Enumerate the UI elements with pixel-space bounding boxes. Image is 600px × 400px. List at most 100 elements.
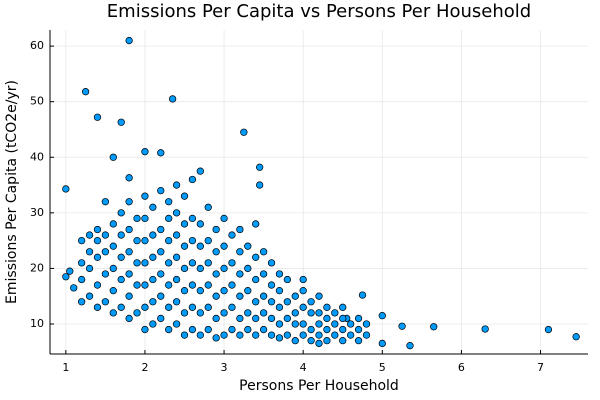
point	[117, 231, 125, 239]
point	[188, 303, 197, 311]
point	[236, 314, 244, 323]
point	[275, 270, 284, 278]
point	[188, 236, 197, 245]
point	[256, 163, 264, 171]
point	[188, 259, 197, 267]
point	[172, 253, 181, 261]
point	[307, 298, 315, 306]
point	[339, 325, 347, 334]
point	[93, 303, 102, 311]
point	[339, 314, 347, 323]
point	[354, 337, 363, 345]
point	[291, 292, 299, 300]
point	[196, 286, 204, 295]
point	[259, 309, 268, 317]
point	[141, 303, 149, 311]
point	[109, 264, 117, 273]
point	[157, 248, 165, 256]
point	[244, 309, 252, 317]
point	[101, 270, 110, 278]
point	[283, 275, 292, 284]
point	[244, 325, 252, 334]
point	[212, 334, 220, 342]
point	[172, 298, 181, 306]
point	[212, 292, 220, 300]
point	[299, 331, 307, 339]
point	[109, 242, 117, 250]
point	[204, 303, 212, 311]
point	[331, 331, 339, 339]
x-tick-label: 5	[379, 361, 386, 374]
point	[291, 309, 299, 317]
point	[244, 242, 252, 250]
point	[220, 214, 228, 223]
point	[315, 292, 323, 300]
point	[212, 248, 220, 256]
point	[157, 186, 165, 195]
point	[315, 331, 323, 339]
point	[228, 325, 236, 334]
point	[109, 220, 117, 228]
point	[77, 275, 86, 284]
point	[544, 325, 553, 334]
point	[157, 292, 165, 300]
point	[149, 203, 157, 211]
x-tick-label: 4	[300, 361, 307, 374]
point	[62, 185, 70, 193]
point	[346, 331, 355, 339]
point	[323, 303, 331, 311]
point	[165, 281, 173, 289]
y-tick-label: 30	[30, 206, 44, 219]
point	[85, 248, 94, 256]
point	[149, 275, 157, 284]
point	[220, 309, 228, 317]
point	[299, 303, 307, 311]
point	[165, 198, 173, 206]
point	[101, 198, 110, 206]
point	[212, 225, 220, 234]
point	[188, 325, 197, 334]
point	[117, 253, 125, 261]
point	[180, 242, 189, 250]
point	[267, 314, 276, 323]
point	[244, 264, 252, 273]
point	[157, 225, 165, 234]
point	[275, 286, 284, 295]
point	[267, 298, 276, 306]
point	[125, 248, 133, 256]
point	[85, 231, 94, 239]
point	[236, 225, 244, 234]
point	[149, 298, 157, 306]
y-axis-label: Emissions Per Capita (tCO2e/yr)	[4, 80, 20, 304]
point	[378, 339, 386, 348]
point	[180, 286, 189, 295]
point	[101, 231, 110, 239]
point	[117, 118, 125, 126]
point	[236, 270, 244, 278]
point	[299, 275, 307, 284]
point	[283, 314, 292, 323]
point	[172, 231, 181, 239]
point	[252, 314, 260, 323]
point	[117, 303, 125, 311]
point	[267, 259, 276, 267]
point	[77, 236, 86, 245]
point	[362, 320, 371, 328]
point	[81, 88, 90, 96]
point	[141, 148, 149, 156]
point	[172, 181, 181, 189]
point	[259, 270, 268, 278]
point	[358, 291, 367, 299]
point	[339, 337, 347, 345]
point	[109, 286, 117, 295]
point	[133, 214, 141, 223]
point	[275, 320, 284, 328]
point	[256, 181, 264, 189]
point	[101, 298, 110, 306]
point	[228, 259, 236, 267]
point	[339, 303, 347, 311]
point	[70, 284, 78, 292]
point	[180, 220, 189, 228]
point	[362, 331, 371, 339]
